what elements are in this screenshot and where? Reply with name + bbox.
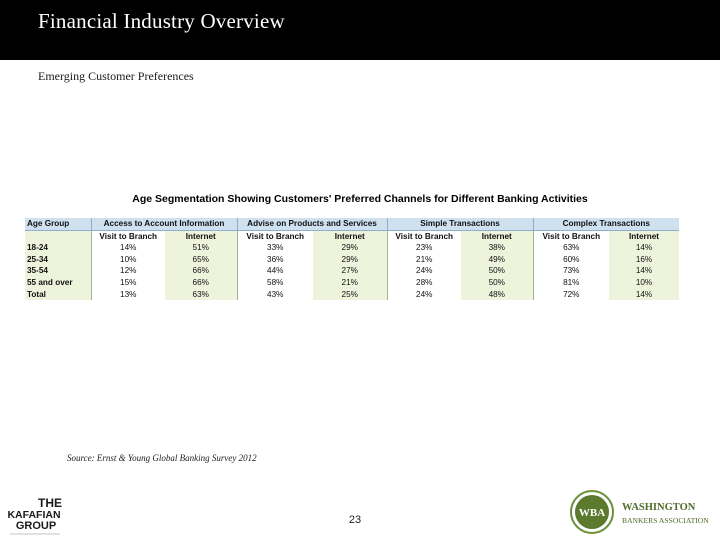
row-age-label: 55 and over — [25, 276, 91, 289]
table-cell: 21% — [313, 276, 387, 289]
table-cell: 29% — [313, 242, 387, 254]
table-cell: 24% — [386, 265, 461, 277]
table-cell: 12% — [90, 265, 165, 277]
kafafian-group-logo: THE KAFAFIAN GROUP — [7, 496, 62, 535]
table-cell: 49% — [461, 253, 534, 266]
table-row: 25-34 10% 65% 36% 29% 21% 49% 60% 16% — [25, 253, 680, 266]
wba-badge-text: WBA — [579, 507, 605, 519]
subheader-cell: Internet — [313, 230, 387, 243]
table-cell: 27% — [313, 265, 387, 277]
table-cell: 16% — [609, 253, 680, 266]
header-bar: Financial Industry Overview — [0, 0, 720, 60]
table-cell: 58% — [236, 276, 313, 289]
table-cell: 72% — [532, 288, 610, 301]
table-cell: 51% — [165, 242, 237, 254]
logo-right-line1: WASHINGTON — [622, 502, 696, 513]
table-cell: 44% — [236, 265, 313, 277]
table-row-total: Total 13% 63% 43% 25% 24% 48% 72% 14% — [25, 288, 680, 301]
group-header-account-info: Access to Account Information — [90, 218, 237, 231]
table-cell: 14% — [609, 242, 680, 254]
washington-bankers-association-logo: WBA WASHINGTON BANKERS ASSOCIATION — [570, 490, 709, 534]
group-header-complex: Complex Transactions — [532, 218, 680, 231]
table-cell: 38% — [461, 242, 534, 254]
logo-left-line3: GROUP — [16, 520, 56, 532]
table-group-header-row: Age Group Access to Account Information … — [25, 218, 680, 231]
subheader-cell: Visit to Branch — [90, 230, 165, 243]
subheader-cell: Internet — [461, 230, 534, 243]
table-title: Age Segmentation Showing Customers' Pref… — [132, 193, 588, 205]
wba-badge-icon — [575, 495, 609, 529]
table-cell: 28% — [386, 276, 461, 289]
table-cell: 24% — [386, 288, 461, 301]
table-cell: 63% — [165, 288, 237, 301]
table-cell: 50% — [461, 276, 534, 289]
table-cell: 21% — [386, 253, 461, 266]
row-age-label: 25-34 — [25, 253, 91, 266]
table-subheader-row: Visit to Branch Internet Visit to Branch… — [25, 230, 680, 243]
table-cell: 13% — [90, 288, 165, 301]
table-cell: 36% — [236, 253, 313, 266]
table-cell: 65% — [165, 253, 237, 266]
page-title: Financial Industry Overview — [38, 9, 285, 33]
table-cell: 10% — [609, 276, 680, 289]
table-cell: 63% — [532, 242, 610, 254]
table-row: 18-24 14% 51% 33% 29% 23% 38% 63% 14% — [25, 242, 680, 254]
logo-left-line2: KAFAFIAN — [7, 509, 60, 521]
subheader-spacer — [25, 230, 91, 243]
table-cell: 66% — [165, 265, 237, 277]
table-cell: 81% — [532, 276, 610, 289]
table-cell: 48% — [461, 288, 534, 301]
table-cell: 14% — [90, 242, 165, 254]
table-cell: 50% — [461, 265, 534, 277]
table-cell: 15% — [90, 276, 165, 289]
row-age-label: 35-54 — [25, 265, 91, 277]
group-header-simple: Simple Transactions — [386, 218, 534, 231]
subheader-cell: Visit to Branch — [532, 230, 610, 243]
subheader-cell: Internet — [165, 230, 237, 243]
subheader-cell: Internet — [609, 230, 680, 243]
subheader-cell: Visit to Branch — [386, 230, 461, 243]
table-cell: 43% — [236, 288, 313, 301]
slide-subtitle: Emerging Customer Preferences — [38, 69, 194, 83]
logo-left-line1: THE — [38, 496, 62, 510]
table-cell: 10% — [90, 253, 165, 266]
table-cell: 14% — [609, 288, 680, 301]
table-cell: 33% — [236, 242, 313, 254]
channel-preferences-table: Age Group Access to Account Information … — [25, 218, 680, 301]
table-cell: 14% — [609, 265, 680, 277]
row-age-label: Total — [25, 288, 91, 301]
page-number: 23 — [348, 514, 362, 526]
table-cell: 73% — [532, 265, 610, 277]
age-group-header: Age Group — [25, 218, 91, 231]
table-row: 55 and over 15% 66% 58% 21% 28% 50% 81% … — [25, 276, 680, 289]
table-cell: 60% — [532, 253, 610, 266]
table-cell: 29% — [313, 253, 387, 266]
table-cell: 25% — [313, 288, 387, 301]
logo-right-line2: BANKERS ASSOCIATION — [622, 516, 709, 525]
subheader-cell: Visit to Branch — [236, 230, 313, 243]
group-header-advise: Advise on Products and Services — [236, 218, 387, 231]
table-cell: 66% — [165, 276, 237, 289]
source-citation: Source: Ernst & Young Global Banking Sur… — [67, 453, 257, 463]
row-age-label: 18-24 — [25, 242, 91, 254]
table-cell: 23% — [386, 242, 461, 254]
table-row: 35-54 12% 66% 44% 27% 24% 50% 73% 14% — [25, 265, 680, 277]
